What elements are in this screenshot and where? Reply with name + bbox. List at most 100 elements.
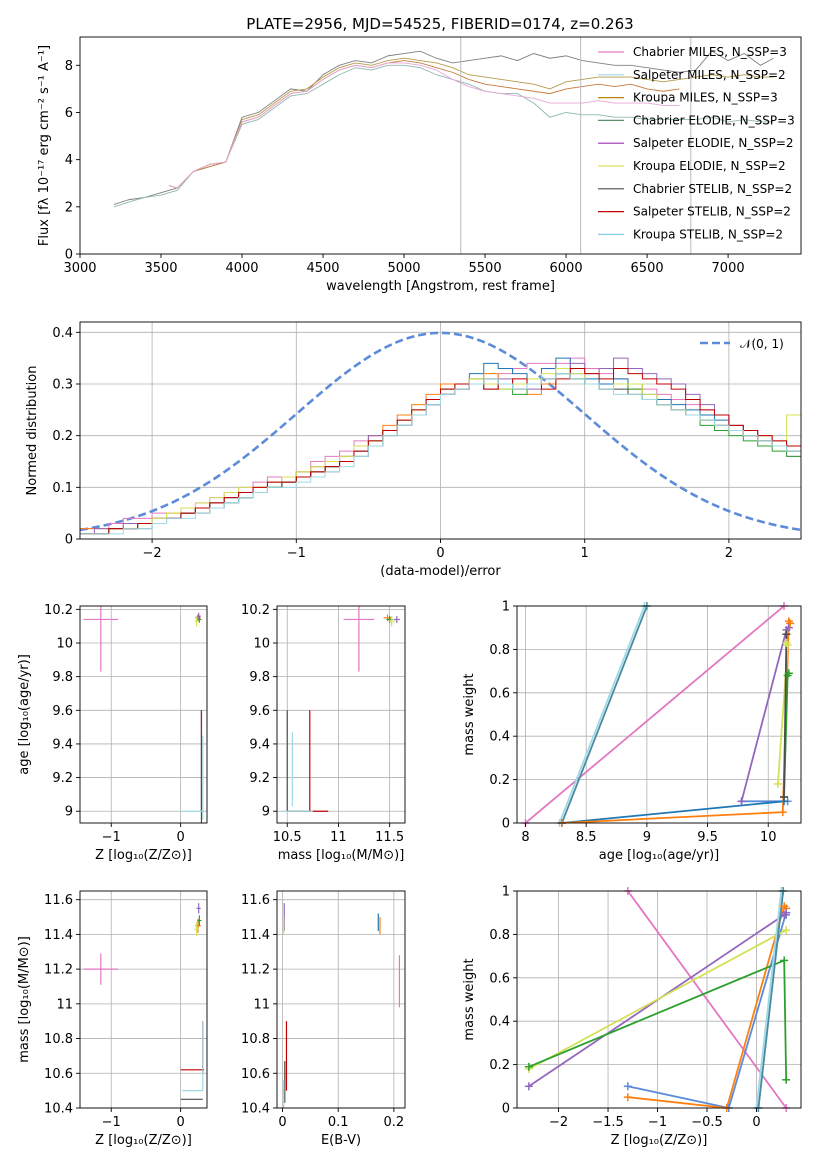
legend-entry-6: Chabrier STELIB, N_SSP=2 — [633, 182, 792, 196]
x-tick-label: 10.5 — [273, 830, 302, 845]
x-tick-label: 5000 — [387, 261, 420, 276]
x-tick-label: 0 — [752, 1115, 760, 1130]
y-axis-label: mass [log₁₀(M/M⊙)] — [17, 936, 32, 1063]
figure-title: PLATE=2956, MJD=54525, FIBERID=0174, z=0… — [246, 15, 633, 33]
axes-frame — [276, 605, 406, 824]
x-tick-label: 0 — [278, 1115, 286, 1130]
y-tick-label: 0 — [502, 817, 510, 832]
y-tick-label: 10.8 — [241, 1032, 270, 1047]
series-line-2 — [561, 606, 648, 823]
x-tick-label: 1 — [581, 546, 589, 561]
legend-entry-3: Chabrier ELODIE, N_SSP=3 — [633, 113, 795, 127]
y-tick-label: 9.8 — [52, 670, 73, 685]
y-tick-label: 0 — [65, 248, 73, 263]
series-line-3 — [168, 57, 774, 189]
y-tick-label: 0.1 — [52, 481, 73, 496]
plot-area-residuals — [80, 331, 801, 535]
panel-ebv-mass: 0 0.1 0.2 10.4 10.6 10.8 11 11.2 11.4 11.6 E(B-V) — [241, 890, 406, 1148]
series-line-4 — [561, 800, 785, 823]
series-line-0 — [524, 606, 785, 823]
series-line-4 — [168, 62, 680, 189]
x-tick-label: 0 — [176, 830, 184, 845]
legend-entry-2: Kroupa MILES, N_SSP=3 — [633, 91, 778, 105]
panel-z-age: −1 0 9 9.2 9.4 9.6 9.8 10 10.2 Z [log₁₀(Z/Z⊙)] age… — [17, 603, 208, 863]
x-tick-label: 4500 — [306, 261, 339, 276]
y-tick-label: 9.8 — [249, 670, 270, 685]
x-tick-label: −1.5 — [592, 1115, 624, 1130]
plot-area-mass-age — [282, 606, 400, 812]
y-tick-label: 0.8 — [489, 928, 510, 943]
y-tick-label: 0.3 — [52, 378, 73, 393]
y-tick-label: 11.6 — [241, 893, 270, 908]
plot-area-age-weight — [524, 606, 791, 823]
legend-entry-1: Salpeter MILES, N_SSP=2 — [633, 68, 786, 82]
plot-area-spectrum — [113, 37, 774, 254]
plot-area-z-age — [83, 606, 204, 823]
y-tick-label: 11.4 — [241, 928, 270, 943]
x-tick-label: 11.5 — [375, 830, 404, 845]
panel-age-weight: 8 8.5 9 9.5 10 0 0.2 0.4 0.6 0.8 1 age [log₁₀(age/y… — [462, 600, 802, 863]
legend-entry-4: Salpeter ELODIE, N_SSP=2 — [633, 136, 794, 150]
series-line-6 — [755, 891, 783, 1108]
x-tick-label: 8.5 — [576, 830, 597, 845]
x-tick-label: 2 — [725, 546, 733, 561]
y-axis-label: age [log₁₀(age/yr)] — [17, 654, 32, 775]
y-tick-label: 11.2 — [44, 963, 73, 978]
legend-entry: 𝒩(0, 1) — [740, 337, 784, 351]
y-tick-label: 9.4 — [249, 737, 270, 752]
y-tick-label: 0.8 — [489, 643, 510, 658]
x-tick-label: −2 — [549, 1115, 568, 1130]
series-line-9 — [783, 634, 788, 797]
y-axis-label: Flux [fλ 10⁻¹⁷ erg cm⁻² s⁻¹ A⁻¹] — [37, 45, 52, 246]
y-tick-label: 11 — [56, 997, 73, 1012]
y-tick-label: 4 — [65, 153, 73, 168]
y-axis-label: mass weight — [462, 673, 477, 755]
x-tick-label: 5500 — [469, 261, 502, 276]
y-tick-label: 10 — [56, 637, 73, 652]
legend-entry-0: Chabrier MILES, N_SSP=3 — [633, 45, 787, 59]
x-tick-label: 8 — [521, 830, 529, 845]
series-line-2 — [627, 904, 787, 1108]
x-tick-label: 11 — [330, 830, 347, 845]
y-tick-label: 9.6 — [249, 704, 270, 719]
x-tick-label: 9.5 — [697, 830, 718, 845]
x-tick-label: −1 — [648, 1115, 667, 1130]
y-tick-label: 10.2 — [241, 603, 270, 618]
x-tick-label: 9 — [643, 830, 651, 845]
y-tick-label: 10.8 — [44, 1032, 73, 1047]
y-tick-label: 0.4 — [489, 730, 510, 745]
x-tick-label: 3000 — [63, 261, 96, 276]
y-tick-label: 10.6 — [241, 1067, 270, 1082]
x-tick-label: −1 — [102, 1115, 121, 1130]
x-axis-label: Z [log₁₀(Z/Z⊙)] — [95, 848, 192, 863]
axes-frame — [79, 36, 802, 255]
x-tick-label: −1 — [102, 830, 121, 845]
y-tick-label: 10.2 — [44, 603, 73, 618]
x-tick-label: 6000 — [550, 261, 583, 276]
panel-spectrum: 3000 3500 4000 4500 5000 5500 6000 6500 7000 0 2 4 6… — [37, 36, 802, 294]
y-tick-label: 9 — [262, 805, 270, 820]
x-axis-label: age [log₁₀(age/yr)] — [599, 848, 720, 863]
series-line-1 — [558, 606, 646, 823]
series-line-2 — [168, 60, 680, 189]
y-tick-label: 8 — [65, 59, 73, 74]
x-axis-label: wavelength [Angstrom, rest frame] — [326, 279, 555, 294]
series-line-7 — [757, 891, 785, 1108]
y-tick-label: 9.6 — [52, 704, 73, 719]
y-tick-label: 0.6 — [489, 971, 510, 986]
y-tick-label: 0.2 — [489, 1058, 510, 1073]
legend-entry-5: Kroupa ELODIE, N_SSP=2 — [633, 159, 786, 173]
y-tick-label: 9.2 — [249, 771, 270, 786]
series-line-5 — [561, 617, 791, 823]
legend-entry-7: Salpeter STELIB, N_SSP=2 — [633, 205, 791, 219]
x-tick-label: 0 — [436, 546, 444, 561]
y-tick-label: 11.4 — [44, 928, 73, 943]
x-axis-label: Z [log₁₀(Z/Z⊙)] — [95, 1133, 192, 1148]
x-axis-label: Z [log₁₀(Z/Z⊙)] — [611, 1133, 708, 1148]
x-axis-label: (data-model)/error — [380, 564, 501, 579]
y-tick-label: 0 — [502, 1102, 510, 1117]
y-tick-label: 11.2 — [241, 963, 270, 978]
x-tick-label: 7000 — [712, 261, 745, 276]
y-tick-label: 0.4 — [489, 1015, 510, 1030]
